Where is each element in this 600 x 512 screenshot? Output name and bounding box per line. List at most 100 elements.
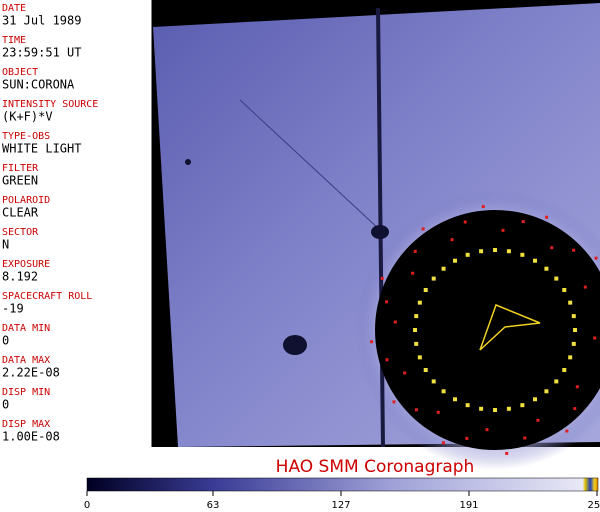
red-marker — [403, 371, 407, 375]
markers — [370, 205, 598, 455]
field-value: 0 — [2, 398, 9, 412]
red-marker — [385, 358, 389, 362]
red-marker — [380, 276, 384, 280]
field-value: CLEAR — [2, 206, 39, 220]
field-value: (K+F)*V — [2, 110, 53, 124]
yellow-marker — [431, 379, 436, 384]
yellow-marker — [571, 314, 576, 319]
red-marker — [436, 410, 440, 414]
colorbar — [86, 477, 599, 492]
spot — [283, 335, 307, 355]
red-marker — [481, 205, 485, 209]
field-value: 23:59:51 UT — [2, 46, 81, 60]
red-marker — [545, 215, 549, 219]
red-marker — [485, 428, 489, 432]
yellow-marker — [441, 266, 446, 271]
red-marker — [583, 285, 587, 289]
red-marker — [370, 340, 374, 344]
yellow-marker — [423, 368, 428, 372]
red-marker — [463, 220, 467, 224]
yellow-marker — [413, 328, 417, 332]
yellow-marker — [479, 406, 484, 411]
field-label: DISP MIN — [2, 387, 50, 398]
yellow-marker — [414, 341, 419, 346]
field-label: OBJECT — [2, 67, 38, 78]
red-marker — [575, 385, 579, 389]
field-label: TYPE-OBS — [2, 131, 50, 142]
yellow-marker — [493, 248, 497, 252]
red-marker — [572, 248, 576, 252]
yellow-marker — [568, 355, 573, 360]
red-marker — [421, 227, 425, 231]
field-label: INTENSITY SOURCE — [2, 99, 98, 110]
field-label: DATA MAX — [2, 355, 50, 366]
colorbar-tick-label: 127 — [331, 500, 350, 511]
streak — [239, 99, 381, 231]
yellow-marker — [554, 276, 559, 281]
red-marker — [594, 256, 598, 260]
field-value: GREEN — [2, 174, 38, 188]
colorbar-tick-label: 63 — [207, 500, 220, 511]
field-value: SUN:CORONA — [2, 78, 75, 92]
title: HAO SMM Coronagraph — [276, 457, 475, 477]
red-marker — [523, 436, 527, 440]
colorbar-tick-label: 255 — [587, 500, 600, 511]
field-value: -19 — [2, 302, 24, 316]
field-label: DISP MAX — [2, 419, 50, 430]
red-marker — [505, 451, 509, 455]
yellow-marker — [533, 397, 537, 402]
yellow-marker — [554, 379, 559, 384]
field-value: 0 — [2, 334, 9, 348]
field-value: 1.00E-08 — [2, 430, 60, 444]
field-value: N — [2, 238, 9, 252]
red-marker — [521, 220, 525, 224]
yellow-marker — [465, 252, 470, 257]
yellow-marker — [506, 406, 511, 411]
spot — [371, 225, 389, 239]
yellow-marker — [479, 249, 484, 254]
yellow-marker — [544, 266, 549, 271]
yellow-marker — [533, 258, 537, 263]
red-marker — [414, 408, 418, 412]
field-label: DATA MIN — [2, 323, 50, 334]
red-marker — [536, 418, 540, 422]
field-label: POLAROID — [2, 195, 50, 206]
yellow-marker — [544, 389, 549, 394]
field-label: SPACECRAFT ROLL — [2, 291, 92, 302]
red-marker — [450, 238, 454, 242]
spot — [185, 159, 191, 165]
red-marker — [593, 336, 597, 340]
field-value: 8.192 — [2, 270, 38, 284]
yellow-marker — [506, 249, 511, 254]
field-value: 31 Jul 1989 — [2, 14, 81, 28]
red-marker — [573, 407, 577, 411]
yellow-marker — [453, 397, 457, 402]
colorbar-tick-label: 191 — [459, 500, 478, 511]
yellow-marker — [465, 403, 470, 408]
yellow-marker — [414, 314, 419, 319]
yellow-marker — [431, 276, 436, 281]
yellow-marker — [573, 328, 577, 332]
red-marker — [465, 436, 469, 440]
field-value: WHITE LIGHT — [2, 142, 81, 156]
yellow-marker — [423, 288, 428, 292]
yellow-marker — [562, 368, 567, 372]
field-label: EXPOSURE — [2, 259, 50, 270]
yellow-marker — [441, 389, 446, 394]
red-marker — [413, 249, 417, 253]
red-marker — [565, 429, 569, 433]
yellow-marker — [568, 300, 573, 305]
yellow-marker — [562, 288, 567, 292]
yellow-marker — [417, 300, 422, 305]
field-value: 2.22E-08 — [2, 366, 60, 380]
field-label: SECTOR — [2, 227, 39, 238]
yellow-marker — [493, 408, 497, 412]
red-marker — [393, 320, 397, 324]
red-marker — [392, 400, 396, 404]
red-marker — [441, 441, 445, 445]
red-marker — [411, 271, 415, 275]
sun-outline — [479, 304, 541, 351]
red-marker — [550, 246, 554, 250]
